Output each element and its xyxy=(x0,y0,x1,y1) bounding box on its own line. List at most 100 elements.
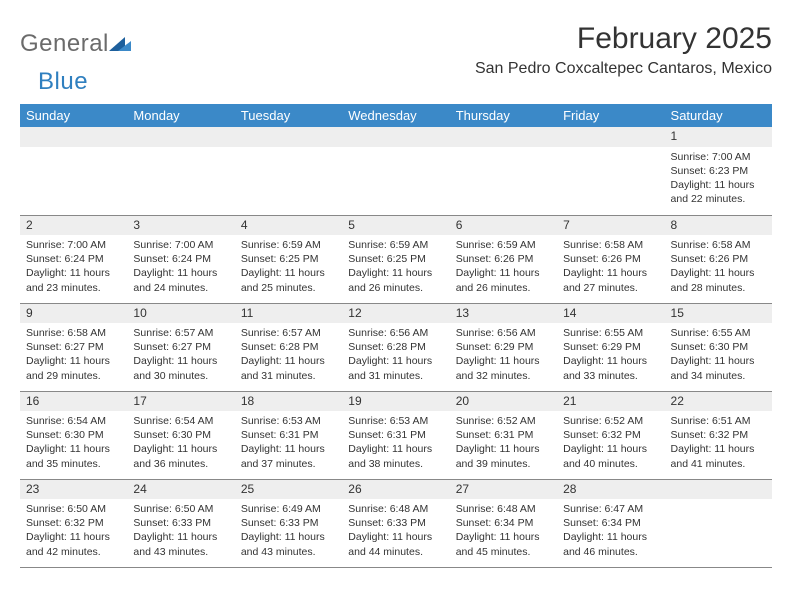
calendar-cell: 18Sunrise: 6:53 AMSunset: 6:31 PMDayligh… xyxy=(235,391,342,479)
calendar-cell xyxy=(342,127,449,215)
day-number-bar: 5 xyxy=(342,216,449,236)
calendar-cell: 14Sunrise: 6:55 AMSunset: 6:29 PMDayligh… xyxy=(557,303,664,391)
day-number-bar: 17 xyxy=(127,392,234,412)
calendar-cell: 8Sunrise: 6:58 AMSunset: 6:26 PMDaylight… xyxy=(665,215,772,303)
day-body: Sunrise: 6:55 AMSunset: 6:30 PMDaylight:… xyxy=(665,323,772,389)
day-body xyxy=(20,147,127,156)
brand-logo: General xyxy=(20,22,133,58)
day-number-bar: 8 xyxy=(665,216,772,236)
month-title: February 2025 xyxy=(475,22,772,56)
calendar-cell: 2Sunrise: 7:00 AMSunset: 6:24 PMDaylight… xyxy=(20,215,127,303)
calendar-cell: 21Sunrise: 6:52 AMSunset: 6:32 PMDayligh… xyxy=(557,391,664,479)
calendar-cell: 7Sunrise: 6:58 AMSunset: 6:26 PMDaylight… xyxy=(557,215,664,303)
calendar-header: SundayMondayTuesdayWednesdayThursdayFrid… xyxy=(20,104,772,127)
day-body: Sunrise: 6:56 AMSunset: 6:29 PMDaylight:… xyxy=(450,323,557,389)
day-body: Sunrise: 6:48 AMSunset: 6:34 PMDaylight:… xyxy=(450,499,557,565)
day-body: Sunrise: 6:54 AMSunset: 6:30 PMDaylight:… xyxy=(127,411,234,477)
day-body: Sunrise: 6:50 AMSunset: 6:32 PMDaylight:… xyxy=(20,499,127,565)
day-number-bar xyxy=(557,127,664,147)
day-number-bar: 15 xyxy=(665,304,772,324)
day-number-bar xyxy=(450,127,557,147)
weekday-header: Sunday xyxy=(20,104,127,127)
calendar-cell: 11Sunrise: 6:57 AMSunset: 6:28 PMDayligh… xyxy=(235,303,342,391)
calendar-cell: 25Sunrise: 6:49 AMSunset: 6:33 PMDayligh… xyxy=(235,479,342,567)
day-body: Sunrise: 6:48 AMSunset: 6:33 PMDaylight:… xyxy=(342,499,449,565)
day-body: Sunrise: 6:51 AMSunset: 6:32 PMDaylight:… xyxy=(665,411,772,477)
day-body xyxy=(235,147,342,156)
brand-triangle-icon xyxy=(109,35,131,56)
day-number-bar xyxy=(665,480,772,500)
day-body: Sunrise: 6:55 AMSunset: 6:29 PMDaylight:… xyxy=(557,323,664,389)
day-number-bar: 13 xyxy=(450,304,557,324)
day-body: Sunrise: 6:50 AMSunset: 6:33 PMDaylight:… xyxy=(127,499,234,565)
day-body xyxy=(342,147,449,156)
day-number-bar: 6 xyxy=(450,216,557,236)
weekday-header: Tuesday xyxy=(235,104,342,127)
calendar-cell: 24Sunrise: 6:50 AMSunset: 6:33 PMDayligh… xyxy=(127,479,234,567)
day-body: Sunrise: 6:47 AMSunset: 6:34 PMDaylight:… xyxy=(557,499,664,565)
calendar-cell: 9Sunrise: 6:58 AMSunset: 6:27 PMDaylight… xyxy=(20,303,127,391)
calendar-cell xyxy=(557,127,664,215)
calendar-cell xyxy=(235,127,342,215)
day-number-bar xyxy=(342,127,449,147)
day-number-bar: 16 xyxy=(20,392,127,412)
calendar-cell: 6Sunrise: 6:59 AMSunset: 6:26 PMDaylight… xyxy=(450,215,557,303)
day-body: Sunrise: 6:59 AMSunset: 6:25 PMDaylight:… xyxy=(235,235,342,301)
day-number-bar: 10 xyxy=(127,304,234,324)
day-number-bar: 14 xyxy=(557,304,664,324)
day-number-bar xyxy=(20,127,127,147)
calendar-cell: 15Sunrise: 6:55 AMSunset: 6:30 PMDayligh… xyxy=(665,303,772,391)
day-number-bar: 7 xyxy=(557,216,664,236)
calendar-cell: 16Sunrise: 6:54 AMSunset: 6:30 PMDayligh… xyxy=(20,391,127,479)
day-body: Sunrise: 7:00 AMSunset: 6:24 PMDaylight:… xyxy=(20,235,127,301)
calendar-row: 9Sunrise: 6:58 AMSunset: 6:27 PMDaylight… xyxy=(20,303,772,391)
day-body: Sunrise: 7:00 AMSunset: 6:24 PMDaylight:… xyxy=(127,235,234,301)
day-number-bar: 21 xyxy=(557,392,664,412)
calendar-row: 1Sunrise: 7:00 AMSunset: 6:23 PMDaylight… xyxy=(20,127,772,215)
day-number-bar: 4 xyxy=(235,216,342,236)
calendar-cell: 19Sunrise: 6:53 AMSunset: 6:31 PMDayligh… xyxy=(342,391,449,479)
calendar-cell xyxy=(665,479,772,567)
calendar-cell: 23Sunrise: 6:50 AMSunset: 6:32 PMDayligh… xyxy=(20,479,127,567)
day-number-bar: 22 xyxy=(665,392,772,412)
day-number-bar: 19 xyxy=(342,392,449,412)
calendar-row: 16Sunrise: 6:54 AMSunset: 6:30 PMDayligh… xyxy=(20,391,772,479)
day-body: Sunrise: 6:52 AMSunset: 6:32 PMDaylight:… xyxy=(557,411,664,477)
day-body xyxy=(665,499,772,508)
day-number-bar: 18 xyxy=(235,392,342,412)
day-body: Sunrise: 7:00 AMSunset: 6:23 PMDaylight:… xyxy=(665,147,772,213)
calendar-cell: 5Sunrise: 6:59 AMSunset: 6:25 PMDaylight… xyxy=(342,215,449,303)
day-body: Sunrise: 6:57 AMSunset: 6:27 PMDaylight:… xyxy=(127,323,234,389)
weekday-header: Thursday xyxy=(450,104,557,127)
day-number-bar: 20 xyxy=(450,392,557,412)
day-number-bar: 24 xyxy=(127,480,234,500)
day-body: Sunrise: 6:53 AMSunset: 6:31 PMDaylight:… xyxy=(235,411,342,477)
day-number-bar xyxy=(235,127,342,147)
day-body: Sunrise: 6:59 AMSunset: 6:26 PMDaylight:… xyxy=(450,235,557,301)
day-body: Sunrise: 6:54 AMSunset: 6:30 PMDaylight:… xyxy=(20,411,127,477)
day-body: Sunrise: 6:57 AMSunset: 6:28 PMDaylight:… xyxy=(235,323,342,389)
day-number-bar: 2 xyxy=(20,216,127,236)
calendar-body: 1Sunrise: 7:00 AMSunset: 6:23 PMDaylight… xyxy=(20,127,772,567)
day-number-bar: 3 xyxy=(127,216,234,236)
calendar-row: 23Sunrise: 6:50 AMSunset: 6:32 PMDayligh… xyxy=(20,479,772,567)
calendar-table: SundayMondayTuesdayWednesdayThursdayFrid… xyxy=(20,104,772,568)
day-body: Sunrise: 6:58 AMSunset: 6:26 PMDaylight:… xyxy=(557,235,664,301)
day-body: Sunrise: 6:56 AMSunset: 6:28 PMDaylight:… xyxy=(342,323,449,389)
calendar-cell: 13Sunrise: 6:56 AMSunset: 6:29 PMDayligh… xyxy=(450,303,557,391)
title-block: February 2025 San Pedro Coxcaltepec Cant… xyxy=(475,22,772,78)
day-body: Sunrise: 6:58 AMSunset: 6:27 PMDaylight:… xyxy=(20,323,127,389)
calendar-cell: 27Sunrise: 6:48 AMSunset: 6:34 PMDayligh… xyxy=(450,479,557,567)
weekday-header: Monday xyxy=(127,104,234,127)
brand-word2: Blue xyxy=(38,68,88,96)
day-body: Sunrise: 6:53 AMSunset: 6:31 PMDaylight:… xyxy=(342,411,449,477)
day-number-bar: 26 xyxy=(342,480,449,500)
calendar-cell: 20Sunrise: 6:52 AMSunset: 6:31 PMDayligh… xyxy=(450,391,557,479)
day-number-bar: 25 xyxy=(235,480,342,500)
calendar-cell: 1Sunrise: 7:00 AMSunset: 6:23 PMDaylight… xyxy=(665,127,772,215)
weekday-header: Friday xyxy=(557,104,664,127)
day-body: Sunrise: 6:59 AMSunset: 6:25 PMDaylight:… xyxy=(342,235,449,301)
day-body xyxy=(557,147,664,156)
brand-word1: General xyxy=(20,30,109,58)
calendar-cell: 12Sunrise: 6:56 AMSunset: 6:28 PMDayligh… xyxy=(342,303,449,391)
